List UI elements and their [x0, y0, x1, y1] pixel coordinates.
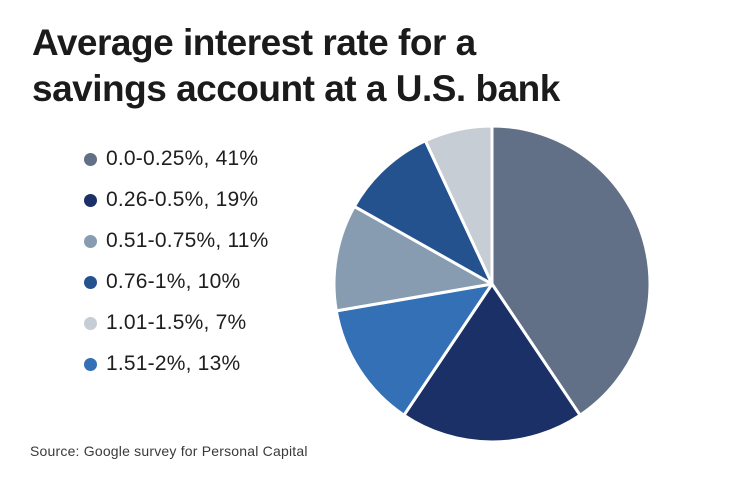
pie-slice-1.51-2%	[334, 282, 494, 417]
legend-item: 1.01-1.5%, 7%	[84, 310, 269, 336]
pie-slice-0.76-1%	[352, 139, 494, 286]
legend-bullet-icon	[84, 275, 97, 289]
legend-bullet-icon	[84, 152, 97, 166]
pie-legend: 0.0-0.25%, 41% 0.26-0.5%, 19% 0.51-0.75%…	[84, 146, 269, 392]
legend-item: 0.26-0.5%, 19%	[84, 187, 269, 213]
legend-label: 0.26-0.5%, 19%	[106, 188, 259, 211]
pie-slice-1.01-1.5%	[423, 124, 494, 286]
legend-item: 0.51-0.75%, 11%	[84, 228, 269, 254]
legend-label: 0.0-0.25%, 41%	[106, 147, 259, 170]
legend-bullet-icon	[84, 357, 97, 371]
title-line-2: savings account at a U.S. bank	[32, 68, 560, 109]
page-title: Average interest rate for a savings acco…	[32, 20, 560, 112]
legend-item: 1.51-2%, 13%	[84, 351, 269, 377]
title-line-1: Average interest rate for a	[32, 22, 476, 63]
pie-slice-0.26-0.5%	[402, 282, 582, 444]
source-caption: Source: Google survey for Personal Capit…	[30, 443, 308, 459]
pie-slice-0.51-0.75%	[332, 204, 494, 313]
legend-bullet-icon	[84, 316, 97, 330]
legend-item: 0.0-0.25%, 41%	[84, 146, 269, 172]
legend-label: 1.01-1.5%, 7%	[106, 311, 247, 334]
legend-bullet-icon	[84, 193, 97, 207]
legend-item: 0.76-1%, 10%	[84, 269, 269, 295]
pie-chart	[332, 124, 652, 444]
legend-label: 1.51-2%, 13%	[106, 352, 241, 375]
legend-bullet-icon	[84, 234, 97, 248]
pie-slice-0.0-0.25%	[490, 124, 652, 417]
legend-label: 0.76-1%, 10%	[106, 270, 241, 293]
legend-label: 0.51-0.75%, 11%	[106, 229, 269, 252]
pie-chart-area	[331, 123, 653, 445]
